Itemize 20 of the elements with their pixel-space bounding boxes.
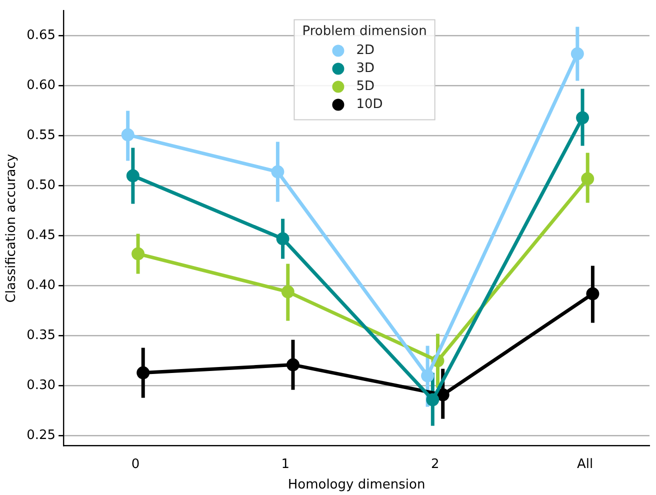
- x-axis-title: Homology dimension: [288, 478, 426, 493]
- y-tick-label: 0.60: [26, 78, 56, 94]
- legend-label: 10D: [356, 97, 383, 112]
- y-tick-label: 0.45: [26, 228, 56, 244]
- x-tick-label: 1: [281, 456, 290, 472]
- y-tick-label: 0.25: [26, 428, 56, 444]
- y-tick-label: 0.55: [26, 128, 56, 144]
- x-tick-label: 0: [131, 456, 140, 472]
- x-tick-label: 2: [431, 456, 440, 472]
- y-tick-label: 0.40: [26, 278, 56, 294]
- legend-title: Problem dimension: [302, 24, 427, 40]
- y-tick-label: 0.35: [26, 328, 56, 344]
- legend-label: 2D: [356, 43, 374, 58]
- legend-label: 5D: [356, 79, 374, 94]
- y-axis-title: Classification accuracy: [4, 154, 20, 303]
- y-tick-label: 0.30: [26, 378, 56, 394]
- x-tick-label: All: [576, 456, 594, 472]
- y-tick-label: 0.50: [26, 178, 56, 194]
- y-tick-label: 0.65: [26, 28, 56, 44]
- legend-label: 3D: [356, 61, 374, 76]
